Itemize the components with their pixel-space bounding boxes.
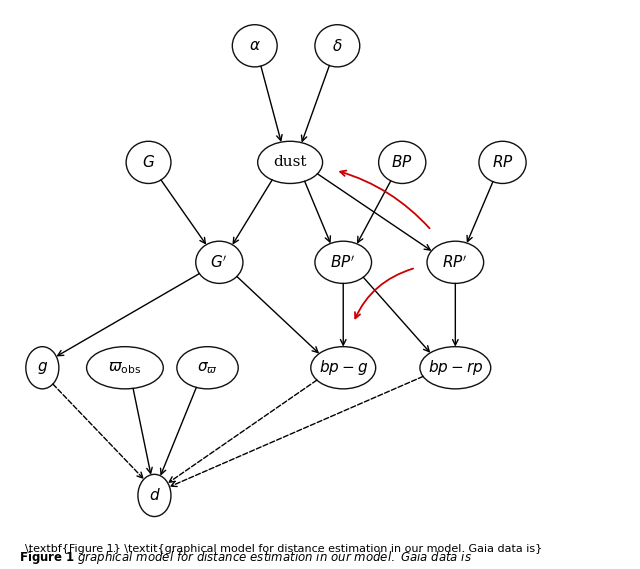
Ellipse shape (177, 347, 238, 389)
Ellipse shape (427, 241, 484, 283)
Ellipse shape (479, 141, 526, 183)
Ellipse shape (315, 241, 372, 283)
Text: $\sigma_{\varpi}$: $\sigma_{\varpi}$ (197, 360, 218, 376)
Ellipse shape (138, 475, 171, 517)
Ellipse shape (232, 24, 277, 67)
Text: $\delta$: $\delta$ (332, 38, 342, 54)
Text: $RP$: $RP$ (492, 154, 513, 170)
Ellipse shape (196, 241, 243, 283)
Text: dust: dust (273, 155, 307, 170)
Ellipse shape (258, 141, 323, 183)
Ellipse shape (126, 141, 171, 183)
Text: $BP'$: $BP'$ (330, 254, 356, 271)
Ellipse shape (420, 347, 491, 389)
Text: $BP$: $BP$ (392, 154, 413, 170)
Text: $g$: $g$ (36, 360, 48, 376)
Text: $G$: $G$ (142, 154, 155, 170)
Ellipse shape (311, 347, 376, 389)
Text: \textbf{Figure 1} \textit{graphical model for distance estimation in our model. : \textbf{Figure 1} \textit{graphical mode… (25, 544, 542, 554)
Text: $\varpi_{\mathrm{obs}}$: $\varpi_{\mathrm{obs}}$ (108, 360, 141, 376)
Ellipse shape (315, 24, 360, 67)
Text: $G'$: $G'$ (211, 254, 228, 271)
Text: $d$: $d$ (148, 488, 160, 504)
Ellipse shape (26, 347, 59, 389)
Ellipse shape (379, 141, 426, 183)
Text: $bp-g$: $bp-g$ (319, 358, 368, 377)
Text: $\bf{Figure\ 1}$ $\it{graphical\ model\ for\ distance\ estimation\ in\ our\ mode: $\bf{Figure\ 1}$ $\it{graphical\ model\ … (19, 549, 472, 566)
Ellipse shape (86, 347, 163, 389)
Text: $bp-rp$: $bp-rp$ (428, 358, 483, 377)
Text: $RP'$: $RP'$ (442, 254, 468, 271)
Text: $\alpha$: $\alpha$ (249, 39, 260, 53)
